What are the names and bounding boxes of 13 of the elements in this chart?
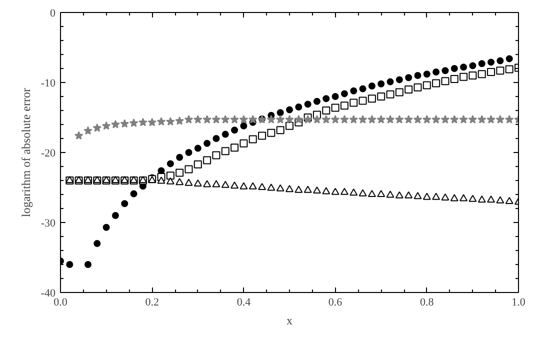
- y-tick-label: -40: [40, 288, 56, 300]
- x-tick-label: 0.2: [145, 296, 159, 308]
- y-tick-label: 0: [50, 8, 56, 20]
- x-axis-title: x: [286, 314, 292, 328]
- y-tick-label: -10: [40, 78, 56, 90]
- x-tick-label: 1.0: [512, 296, 526, 308]
- y-tick-label: -20: [40, 148, 56, 160]
- x-tick-label: 0.4: [236, 296, 252, 308]
- x-tick-label: 0.6: [328, 296, 343, 308]
- y-tick-label: -30: [40, 218, 56, 230]
- x-tick-label: 0.8: [420, 296, 434, 308]
- y-axis-title: logarithm of absolute error: [18, 88, 33, 217]
- x-tick-label: 0.0: [54, 296, 68, 308]
